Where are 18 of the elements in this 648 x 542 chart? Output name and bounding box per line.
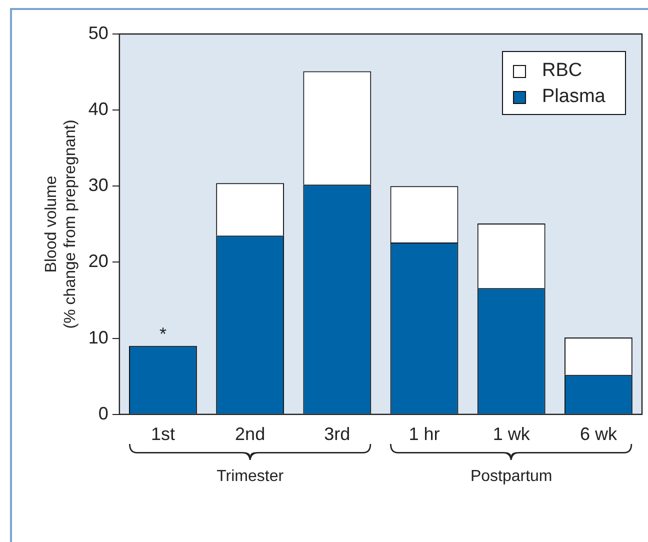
text: Postpartum [470,468,552,486]
y-tick-label: 10 [88,327,108,348]
y-tick-label: 50 [88,22,108,43]
text: Trimester [216,468,284,486]
x-tick-label: 3rd [324,424,350,444]
x-tick-label: 1st [150,424,175,444]
x-tick-label: 1 wk [492,424,531,444]
legend-label: RBC [542,60,582,81]
x-tick-label: 2nd [235,424,266,444]
x-tick-label: 6 wk [580,424,618,444]
legend-label: Plasma [542,86,606,107]
y-tick-label: 20 [88,251,108,272]
x-tick-label: 1 hr [408,424,440,444]
y-tick-label: 40 [88,99,108,120]
y-axis-title: Blood volume (% change from prepregnant) [43,120,80,329]
annotation: * [159,324,166,344]
y-tick-label: 30 [88,175,108,196]
y-tick-label: 0 [98,403,108,424]
